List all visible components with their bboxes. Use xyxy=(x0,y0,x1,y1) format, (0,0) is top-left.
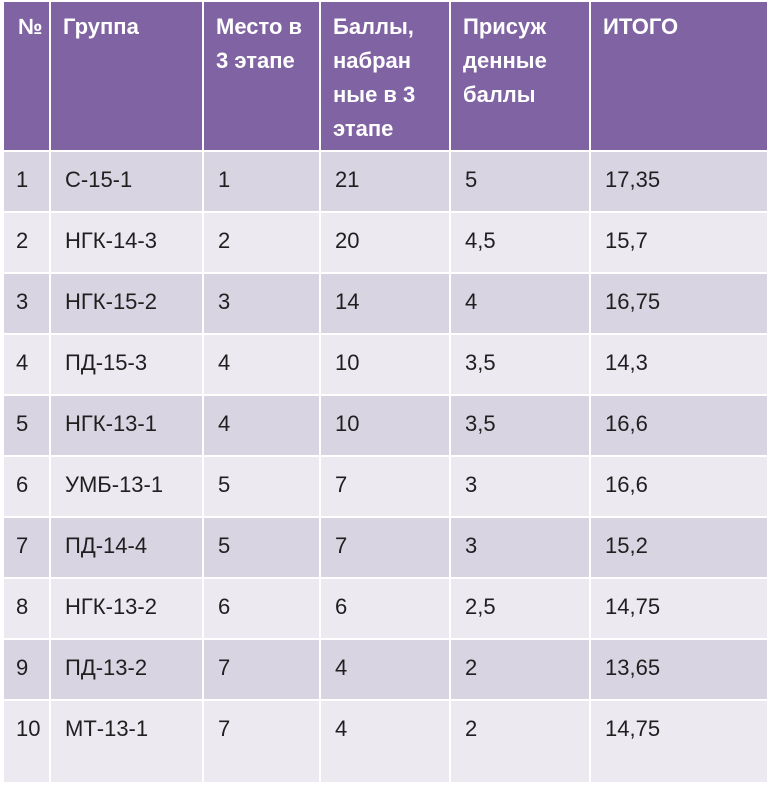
header-place: Место в 3 этапе xyxy=(202,0,321,152)
table-row: 7 ПД-14-4 5 7 3 15,2 xyxy=(2,516,769,579)
cell-place: 5 xyxy=(202,516,321,579)
cell-awarded: 3,5 xyxy=(449,333,591,396)
cell-awarded: 2,5 xyxy=(449,577,591,640)
cell-total: 16,6 xyxy=(589,394,769,457)
table-row: 1 С-15-1 1 21 5 17,35 xyxy=(2,150,769,213)
cell-awarded: 3,5 xyxy=(449,394,591,457)
cell-group: ПД-15-3 xyxy=(49,333,204,396)
cell-num: 7 xyxy=(2,516,51,579)
cell-points: 4 xyxy=(319,638,451,701)
cell-group: С-15-1 xyxy=(49,150,204,213)
cell-place: 6 xyxy=(202,577,321,640)
table-row: 9 ПД-13-2 7 4 2 13,65 xyxy=(2,638,769,701)
cell-awarded: 5 xyxy=(449,150,591,213)
header-total: ИТОГО xyxy=(589,0,769,152)
cell-place: 7 xyxy=(202,699,321,784)
cell-points: 10 xyxy=(319,333,451,396)
cell-points: 4 xyxy=(319,699,451,784)
cell-points: 21 xyxy=(319,150,451,213)
cell-num: 6 xyxy=(2,455,51,518)
cell-place: 4 xyxy=(202,394,321,457)
cell-points: 7 xyxy=(319,455,451,518)
table-header: № Группа Место в 3 этапе Баллы, набран н… xyxy=(2,0,769,152)
cell-total: 17,35 xyxy=(589,150,769,213)
header-points: Баллы, набран ные в 3 этапе xyxy=(319,0,451,152)
table-body: 1 С-15-1 1 21 5 17,35 2 НГК-14-3 2 20 4,… xyxy=(2,150,769,784)
cell-place: 7 xyxy=(202,638,321,701)
cell-total: 14,3 xyxy=(589,333,769,396)
header-num: № xyxy=(2,0,51,152)
cell-total: 15,7 xyxy=(589,211,769,274)
cell-place: 2 xyxy=(202,211,321,274)
cell-total: 16,6 xyxy=(589,455,769,518)
cell-awarded: 3 xyxy=(449,455,591,518)
cell-awarded: 2 xyxy=(449,699,591,784)
cell-total: 14,75 xyxy=(589,577,769,640)
cell-group: УМБ-13-1 xyxy=(49,455,204,518)
cell-awarded: 4,5 xyxy=(449,211,591,274)
cell-total: 15,2 xyxy=(589,516,769,579)
cell-total: 14,75 xyxy=(589,699,769,784)
cell-group: НГК-15-2 xyxy=(49,272,204,335)
header-group: Группа xyxy=(49,0,204,152)
cell-num: 2 xyxy=(2,211,51,274)
cell-num: 8 xyxy=(2,577,51,640)
cell-place: 5 xyxy=(202,455,321,518)
cell-num: 1 xyxy=(2,150,51,213)
cell-group: НГК-14-3 xyxy=(49,211,204,274)
table-row: 2 НГК-14-3 2 20 4,5 15,7 xyxy=(2,211,769,274)
header-awarded: Присуж денные баллы xyxy=(449,0,591,152)
cell-awarded: 4 xyxy=(449,272,591,335)
cell-points: 10 xyxy=(319,394,451,457)
table-row: 4 ПД-15-3 4 10 3,5 14,3 xyxy=(2,333,769,396)
table-row: 8 НГК-13-2 6 6 2,5 14,75 xyxy=(2,577,769,640)
table-row: 10 МТ-13-1 7 4 2 14,75 xyxy=(2,699,769,784)
cell-total: 16,75 xyxy=(589,272,769,335)
cell-place: 4 xyxy=(202,333,321,396)
cell-points: 6 xyxy=(319,577,451,640)
cell-points: 14 xyxy=(319,272,451,335)
cell-num: 5 xyxy=(2,394,51,457)
cell-points: 20 xyxy=(319,211,451,274)
cell-points: 7 xyxy=(319,516,451,579)
results-table: № Группа Место в 3 этапе Баллы, набран н… xyxy=(2,0,769,784)
cell-place: 3 xyxy=(202,272,321,335)
table-row: 3 НГК-15-2 3 14 4 16,75 xyxy=(2,272,769,335)
cell-num: 10 xyxy=(2,699,51,784)
cell-total: 13,65 xyxy=(589,638,769,701)
cell-group: ПД-13-2 xyxy=(49,638,204,701)
cell-awarded: 2 xyxy=(449,638,591,701)
cell-place: 1 xyxy=(202,150,321,213)
table-row: 5 НГК-13-1 4 10 3,5 16,6 xyxy=(2,394,769,457)
cell-num: 9 xyxy=(2,638,51,701)
table-row: 6 УМБ-13-1 5 7 3 16,6 xyxy=(2,455,769,518)
cell-num: 3 xyxy=(2,272,51,335)
cell-awarded: 3 xyxy=(449,516,591,579)
cell-group: МТ-13-1 xyxy=(49,699,204,784)
cell-group: НГК-13-2 xyxy=(49,577,204,640)
cell-num: 4 xyxy=(2,333,51,396)
header-row: № Группа Место в 3 этапе Баллы, набран н… xyxy=(2,0,769,152)
cell-group: ПД-14-4 xyxy=(49,516,204,579)
cell-group: НГК-13-1 xyxy=(49,394,204,457)
